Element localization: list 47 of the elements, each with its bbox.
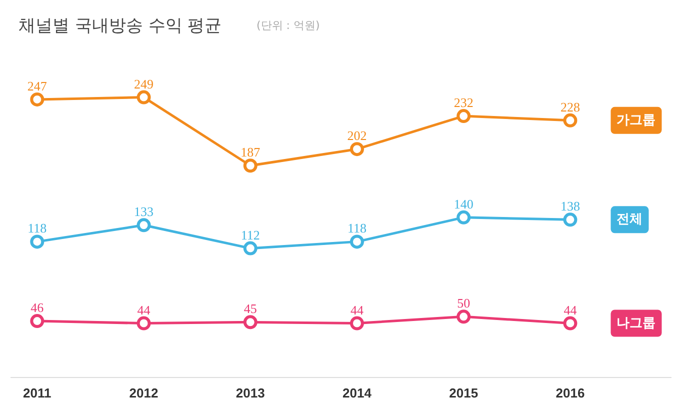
point [243, 158, 258, 173]
data-label: 44 [137, 302, 151, 318]
x-tick-label: 2013 [236, 386, 265, 400]
point [456, 210, 471, 224]
data-label: 133 [134, 204, 154, 220]
data-label: 46 [30, 300, 44, 316]
point [563, 212, 578, 227]
point [350, 142, 364, 156]
data-label: 45 [244, 301, 257, 316]
point [30, 92, 44, 106]
point [243, 315, 258, 330]
x-tick-label: 2014 [342, 386, 372, 400]
data-label: 50 [457, 296, 470, 311]
point [350, 316, 364, 330]
point [136, 90, 151, 104]
x-tick-label: 2012 [129, 386, 158, 400]
text: 가그룹 [616, 112, 656, 128]
point [350, 234, 364, 249]
point [456, 310, 471, 324]
point [30, 314, 44, 328]
data-label: 138 [560, 198, 580, 214]
point [30, 234, 44, 249]
data-label: 140 [454, 196, 474, 212]
data-label: 44 [350, 302, 364, 318]
data-label: 44 [564, 302, 578, 318]
point [563, 113, 578, 128]
point [456, 109, 471, 124]
chart-title: 채널별 국내방송 수익 평균 [18, 16, 222, 36]
x-tick-label: 2011 [23, 386, 52, 400]
point [563, 316, 578, 330]
data-label: 187 [240, 144, 261, 160]
data-label: 202 [347, 128, 367, 144]
data-label: 118 [28, 220, 47, 236]
data-label: 112 [240, 227, 260, 242]
data-label: 247 [27, 78, 48, 94]
point [243, 241, 258, 256]
text: 나그룹 [616, 316, 656, 331]
data-label: 118 [347, 220, 367, 236]
chart-subtitle: (단위 : 억원) [256, 18, 320, 32]
data-label: 249 [134, 76, 154, 92]
x-tick-label: 2015 [449, 386, 478, 400]
data-label: 228 [560, 99, 580, 114]
x-tick-label: 2016 [556, 386, 585, 400]
point [136, 218, 151, 232]
point [136, 316, 151, 330]
text: 전체 [616, 212, 643, 228]
data-label: 232 [454, 95, 474, 110]
